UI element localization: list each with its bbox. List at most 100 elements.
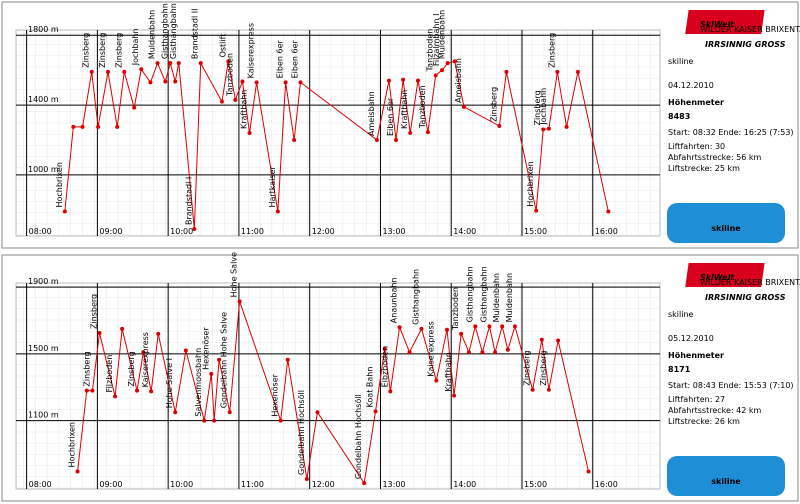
stat-line: Abfahrtsstrecke: 42 km [668,406,762,415]
lift-point [202,418,207,423]
lift-point [247,131,252,135]
lift-label: Zinsberg [98,33,107,68]
lift-point [461,104,466,109]
y-tick-label: 1800 m [28,25,59,34]
lift-point [97,331,102,336]
lift-label: Jochbahn [131,28,140,66]
lift-point [452,393,457,398]
lift-point [209,371,214,376]
lift-point [407,350,412,355]
lift-label: Zinsberg [533,90,542,125]
lift-point [173,79,178,84]
lift-point [176,61,181,66]
lift-label: Kraftbahn [444,352,453,391]
lift-point [373,409,378,414]
lift-label: Zinsberg [114,33,123,68]
lift-point [168,61,173,66]
x-tick-label: 15:00 [524,480,547,489]
lift-point [564,124,569,129]
lift-point [480,350,485,355]
lift-label: Muldenbahn [492,273,501,322]
logo-subtext: WILDER KAISER BRIXENTAL [700,25,800,34]
lift-label: Eiben 6er [276,39,285,78]
lift-point [219,99,224,104]
start-end: Start: 08:32 Ende: 16:25 (7:53) [668,128,794,137]
x-tick-label: 14:00 [453,227,476,236]
x-tick-label: 11:00 [241,480,264,489]
lift-label: Brandstadl II [191,9,200,60]
date: 05.12.2010 [668,334,714,343]
lift-label: Ameisbahn [367,91,376,136]
lift-label: Muldenbahn [505,273,514,322]
y-tick-label: 1400 m [28,95,59,104]
logo-subtext: WILDER KAISER BRIXENTAL [700,278,800,287]
lift-label: Kaiserexpress [426,321,435,376]
badge-text: skiline [711,224,741,233]
lift-point [473,324,478,329]
lift-label: Zinsberg [547,33,556,68]
lift-label: Zinsberg [127,351,136,386]
lift-label: Muldenbahn [148,10,157,59]
stat-line: Liftfahrten: 27 [668,395,725,404]
x-tick-label: 09:00 [99,227,122,236]
x-tick-label: 14:00 [453,480,476,489]
lift-point [237,299,242,304]
lift-label: Gondelbahn Hochsöll [354,394,363,479]
x-tick-label: 15:00 [524,227,547,236]
lift-label: Zinsberg [82,351,91,386]
lift-point [183,348,188,353]
heading: Höhenmeter [668,351,724,360]
lift-label: Gisthangbahn [160,3,169,59]
lift-point [397,325,402,330]
lift-point [433,73,438,78]
stat-line: Liftstrecke: 25 km [668,164,740,173]
y-tick-label: 1900 m [28,277,59,286]
lift-point [530,387,535,392]
lift-point [546,126,551,131]
lift-label: Gisthangbahn [169,3,178,59]
y-tick-label: 1500 m [28,344,59,353]
lift-label: Gisthangbahn [479,266,488,322]
lift-point [115,124,120,129]
lift-label: Brandstadl I [184,177,193,225]
lift-point [394,137,399,142]
profile-line [77,301,590,485]
lift-point [444,327,449,332]
lift-point [192,227,197,232]
lift-label: Hohe Salve [230,252,239,297]
brand-name: skiline [668,57,694,66]
lift-label: Anaunbahn [390,277,399,323]
lift-point [386,78,391,83]
lift-point [84,388,89,393]
lift-point [382,346,387,351]
date: 04.12.2010 [668,81,714,90]
logo-text: SkiWelt [700,273,735,282]
stat-line: Liftfahrten: 30 [668,142,725,151]
lift-point [401,77,406,82]
x-tick-label: 12:00 [312,480,335,489]
lift-label: Filzboden [105,355,114,393]
x-tick-label: 09:00 [99,480,122,489]
total: 8483 [668,112,690,121]
x-tick-label: 08:00 [29,227,52,236]
plot-area [15,282,661,490]
y-tick-label: 1100 m [28,411,59,420]
lift-point [534,208,539,213]
x-tick-label: 13:00 [382,480,405,489]
lift-label: Zinsberg [539,351,548,386]
lift-label: Salvenmoosbahn [194,348,203,417]
lift-point [493,350,498,355]
lift-point [89,69,94,74]
slogan: IRRSINNIG GROSS [705,293,786,302]
lift-point [434,378,439,383]
x-tick-label: 12:00 [312,227,335,236]
lift-point [233,97,238,102]
lift-label: Kraftbahn [400,90,409,129]
x-tick-label: 11:00 [241,227,264,236]
lift-point [141,350,146,355]
lift-point [155,61,160,66]
lift-point [285,357,290,362]
lift-point [415,78,420,83]
